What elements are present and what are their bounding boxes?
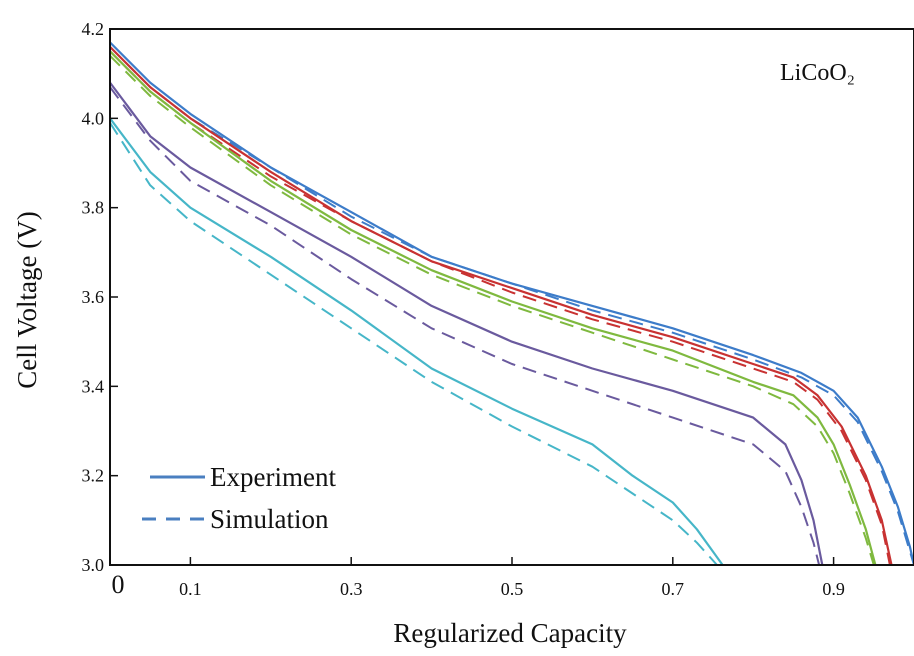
x-tick-label-4: 0.7 bbox=[662, 579, 685, 599]
x-tick-label-2: 0.3 bbox=[340, 579, 363, 599]
series-line-5-dashed bbox=[109, 55, 875, 566]
y-tick-label-2: 3.4 bbox=[82, 376, 105, 396]
legend-simulation-label: Simulation bbox=[210, 504, 329, 534]
series-line-3-dashed bbox=[109, 50, 891, 566]
ticks-layer: 3.0 3.2 3.4 3.6 3.8 4.0 4.2 0 0.1 0.3 0.5 0.7 0.9 bbox=[82, 19, 845, 599]
series-line-1-dashed bbox=[109, 46, 914, 566]
y-tick-label-6: 4.2 bbox=[82, 19, 105, 39]
x-axis-title: Regularized Capacity bbox=[393, 618, 627, 648]
x-tick-label-1: 0.1 bbox=[179, 579, 202, 599]
legend: Experiment Simulation bbox=[142, 462, 336, 534]
y-tick-label-0: 3.0 bbox=[82, 555, 105, 575]
series-line-6-solid bbox=[109, 81, 824, 566]
y-axis-title: Cell Voltage (V) bbox=[12, 211, 42, 388]
legend-experiment-label: Experiment bbox=[210, 462, 336, 492]
series-line-0-solid bbox=[109, 41, 914, 566]
series-line-8-solid bbox=[109, 117, 724, 566]
y-tick-label-5: 4.0 bbox=[82, 108, 105, 128]
y-tick-label-4: 3.8 bbox=[82, 198, 105, 218]
series-layer bbox=[109, 41, 914, 566]
series-line-9-dashed bbox=[109, 122, 718, 566]
series-line-7-dashed bbox=[109, 86, 821, 566]
series-line-4-solid bbox=[109, 50, 877, 566]
y-tick-label-3: 3.6 bbox=[82, 287, 105, 307]
material-label: LiCoO₂ bbox=[780, 60, 855, 86]
x-tick-label-5: 0.9 bbox=[822, 579, 845, 599]
y-tick-label-1: 3.2 bbox=[82, 466, 105, 486]
x-tick-label-0: 0 bbox=[112, 570, 125, 599]
series-line-2-solid bbox=[109, 46, 893, 566]
x-tick-label-3: 0.5 bbox=[501, 579, 524, 599]
